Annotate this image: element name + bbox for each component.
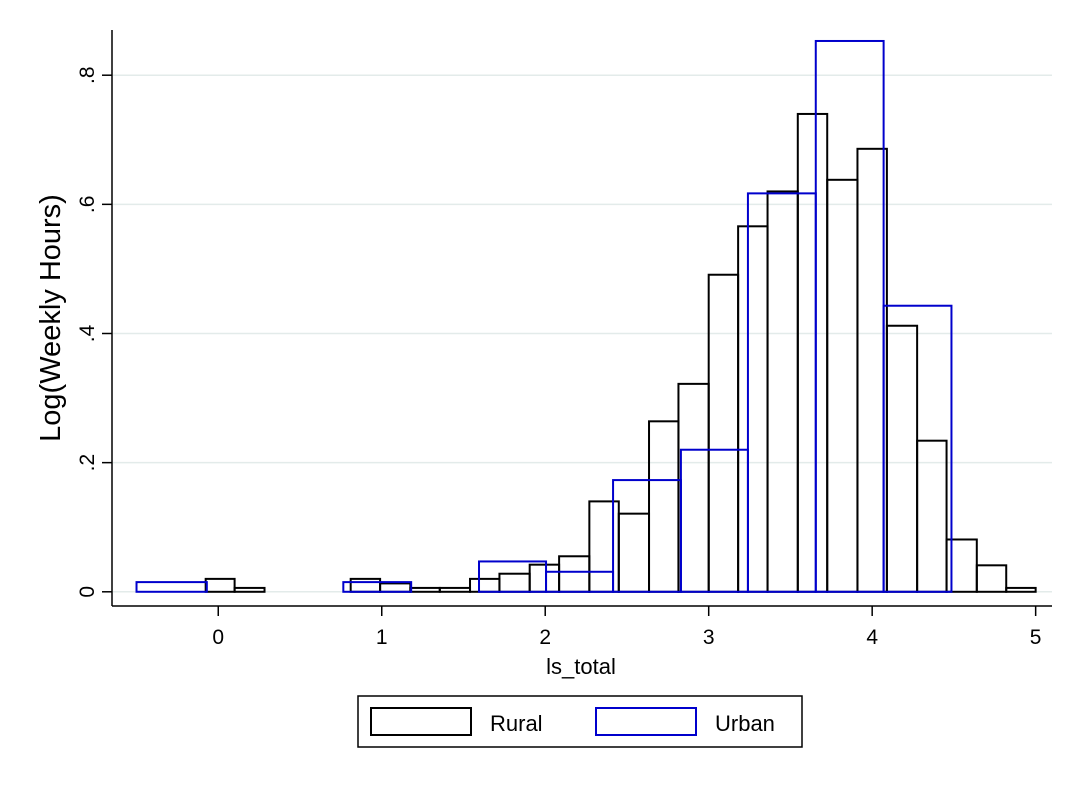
y-axis-title: Log(Weekly Hours) bbox=[35, 194, 67, 442]
bar-urban-1 bbox=[342, 581, 413, 593]
x-tick-label-0: 0 bbox=[212, 626, 224, 649]
legend-swatch-rural bbox=[370, 707, 472, 736]
x-axis-title: ls_total bbox=[546, 654, 616, 679]
legend-label-urban: Urban bbox=[715, 711, 775, 736]
legend: Rural Urban bbox=[357, 695, 803, 748]
legend-label-rural: Rural bbox=[490, 711, 543, 736]
bar-rural-0 bbox=[204, 577, 236, 593]
series-urban-bars bbox=[135, 39, 953, 593]
legend-swatch-urban bbox=[595, 707, 697, 736]
bar-rural-24 bbox=[1005, 586, 1037, 593]
x-tick-label-3: 3 bbox=[703, 626, 715, 649]
x-tick-label-4: 4 bbox=[866, 626, 878, 649]
bar-rural-1 bbox=[233, 586, 266, 593]
y-tick-label-4: .8 bbox=[76, 66, 99, 84]
bar-urban-8 bbox=[882, 304, 953, 593]
axes: 0 .2 .4 .6 .8 0 1 2 3 4 5 bbox=[76, 30, 1052, 649]
x-tick-label-2: 2 bbox=[539, 626, 551, 649]
y-tick-label-0: 0 bbox=[76, 586, 99, 598]
x-tick-label-1: 1 bbox=[376, 626, 388, 649]
y-tick-label-2: .4 bbox=[76, 324, 99, 342]
y-tick-label-1: .2 bbox=[76, 454, 99, 472]
bar-urban-0 bbox=[135, 581, 208, 593]
bar-rural-23 bbox=[975, 564, 1008, 593]
x-tick-label-5: 5 bbox=[1030, 626, 1042, 649]
y-tick-label-3: .6 bbox=[76, 196, 99, 214]
legend-box bbox=[357, 695, 803, 748]
